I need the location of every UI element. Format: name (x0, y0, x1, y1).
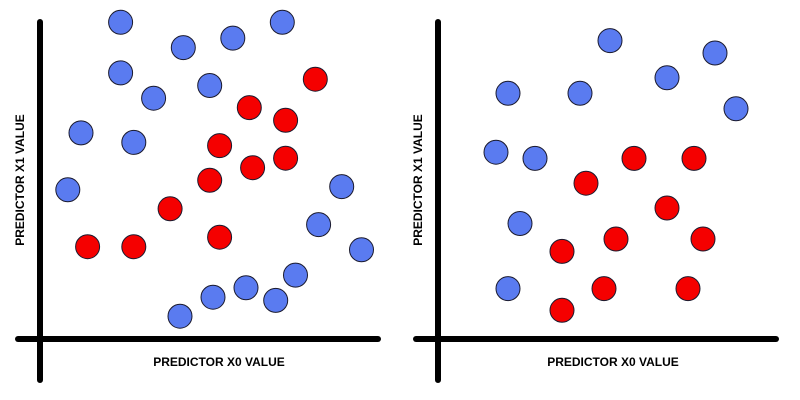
blue-data-point (654, 65, 680, 91)
red-data-point (273, 107, 299, 133)
blue-data-point (108, 60, 134, 86)
red-data-point (621, 145, 647, 171)
blue-data-point (55, 177, 81, 203)
y-axis-label: PREDICTOR X1 VALUE (411, 114, 425, 246)
blue-data-point (329, 174, 355, 200)
red-data-point (675, 276, 701, 302)
red-data-point (654, 195, 680, 221)
points-group (483, 28, 749, 323)
blue-data-point (108, 9, 134, 35)
blue-data-point (597, 28, 623, 54)
blue-data-point (495, 276, 521, 302)
blue-data-point (170, 35, 196, 61)
blue-data-point (507, 211, 533, 236)
blue-data-point (197, 73, 223, 98)
red-data-point (75, 234, 101, 260)
blue-data-point (269, 9, 295, 35)
red-data-point (549, 297, 575, 323)
red-data-point (207, 224, 233, 250)
blue-data-point (200, 284, 226, 310)
blue-data-point (121, 129, 147, 155)
red-data-point (573, 170, 599, 196)
scatter-panel-left: PREDICTOR X0 VALUE PREDICTOR X1 VALUE (13, 9, 381, 383)
red-data-point (273, 145, 299, 171)
red-data-point (591, 276, 617, 302)
scatter-plot-right: PREDICTOR X0 VALUE PREDICTOR X1 VALUE (411, 19, 779, 383)
blue-data-point (483, 139, 509, 165)
red-data-point (690, 226, 716, 252)
x-axis-label: PREDICTOR X0 VALUE (153, 355, 285, 369)
blue-data-point (567, 80, 593, 106)
blue-data-point (233, 275, 259, 301)
red-data-point (240, 155, 266, 181)
red-data-point (681, 145, 707, 171)
blue-data-point (283, 262, 308, 288)
blue-data-point (702, 40, 728, 66)
points-group (55, 9, 374, 329)
red-data-point (207, 133, 233, 159)
blue-data-point (68, 120, 94, 146)
blue-data-point (263, 287, 289, 313)
blue-data-point (141, 85, 167, 111)
red-data-point (236, 95, 262, 121)
red-data-point (302, 66, 328, 92)
red-data-point (121, 234, 147, 260)
blue-data-point (349, 237, 374, 263)
blue-data-point (167, 303, 193, 329)
scatter-plot-left: PREDICTOR X0 VALUE PREDICTOR X1 VALUE (13, 9, 381, 383)
y-axis-label: PREDICTOR X1 VALUE (13, 114, 27, 246)
red-data-point (603, 226, 629, 252)
blue-data-point (220, 25, 246, 51)
blue-data-point (723, 96, 749, 122)
red-data-point (197, 167, 223, 193)
blue-data-point (495, 80, 521, 106)
blue-data-point (306, 212, 332, 238)
x-axis-label: PREDICTOR X0 VALUE (547, 355, 679, 369)
red-data-point (157, 196, 183, 222)
blue-data-point (522, 145, 548, 171)
scatter-panel-right: PREDICTOR X0 VALUE PREDICTOR X1 VALUE (400, 0, 800, 400)
red-data-point (549, 238, 575, 264)
